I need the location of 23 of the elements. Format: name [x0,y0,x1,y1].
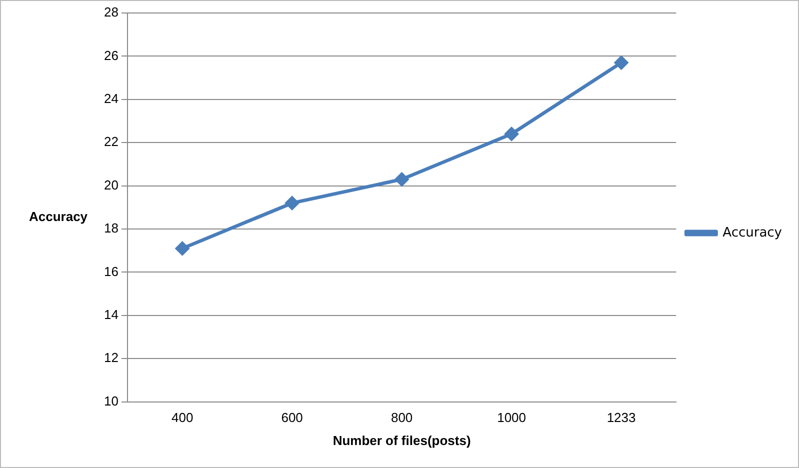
y-tick-label: 24 [104,90,118,106]
x-tick-label: 400 [171,410,194,426]
point [176,242,190,256]
point [614,56,628,70]
x-tick-label: 600 [281,410,303,426]
point [504,127,518,141]
y-tick-label: 22 [104,134,118,150]
y-tick-label: 20 [104,177,118,192]
y-tick-label: 26 [104,48,118,63]
legend-label: Accuracy [722,225,782,240]
x-tick-label: 1000 [497,410,526,426]
y-tick-label: 16 [104,264,118,279]
y-tick-label: 14 [104,306,118,322]
point [285,196,299,210]
y-tick-label: 28 [104,4,118,20]
y-tick-label: 18 [104,220,118,236]
x-axis-title: Number of files(posts) [332,432,471,448]
x-tick-label: 800 [390,410,413,426]
y-tick-label: 10 [104,393,118,408]
y-axis-title: Accuracy [29,208,88,224]
y-tick-label: 12 [104,350,118,366]
point [395,172,409,186]
x-tick-label: 1233 [606,410,636,426]
